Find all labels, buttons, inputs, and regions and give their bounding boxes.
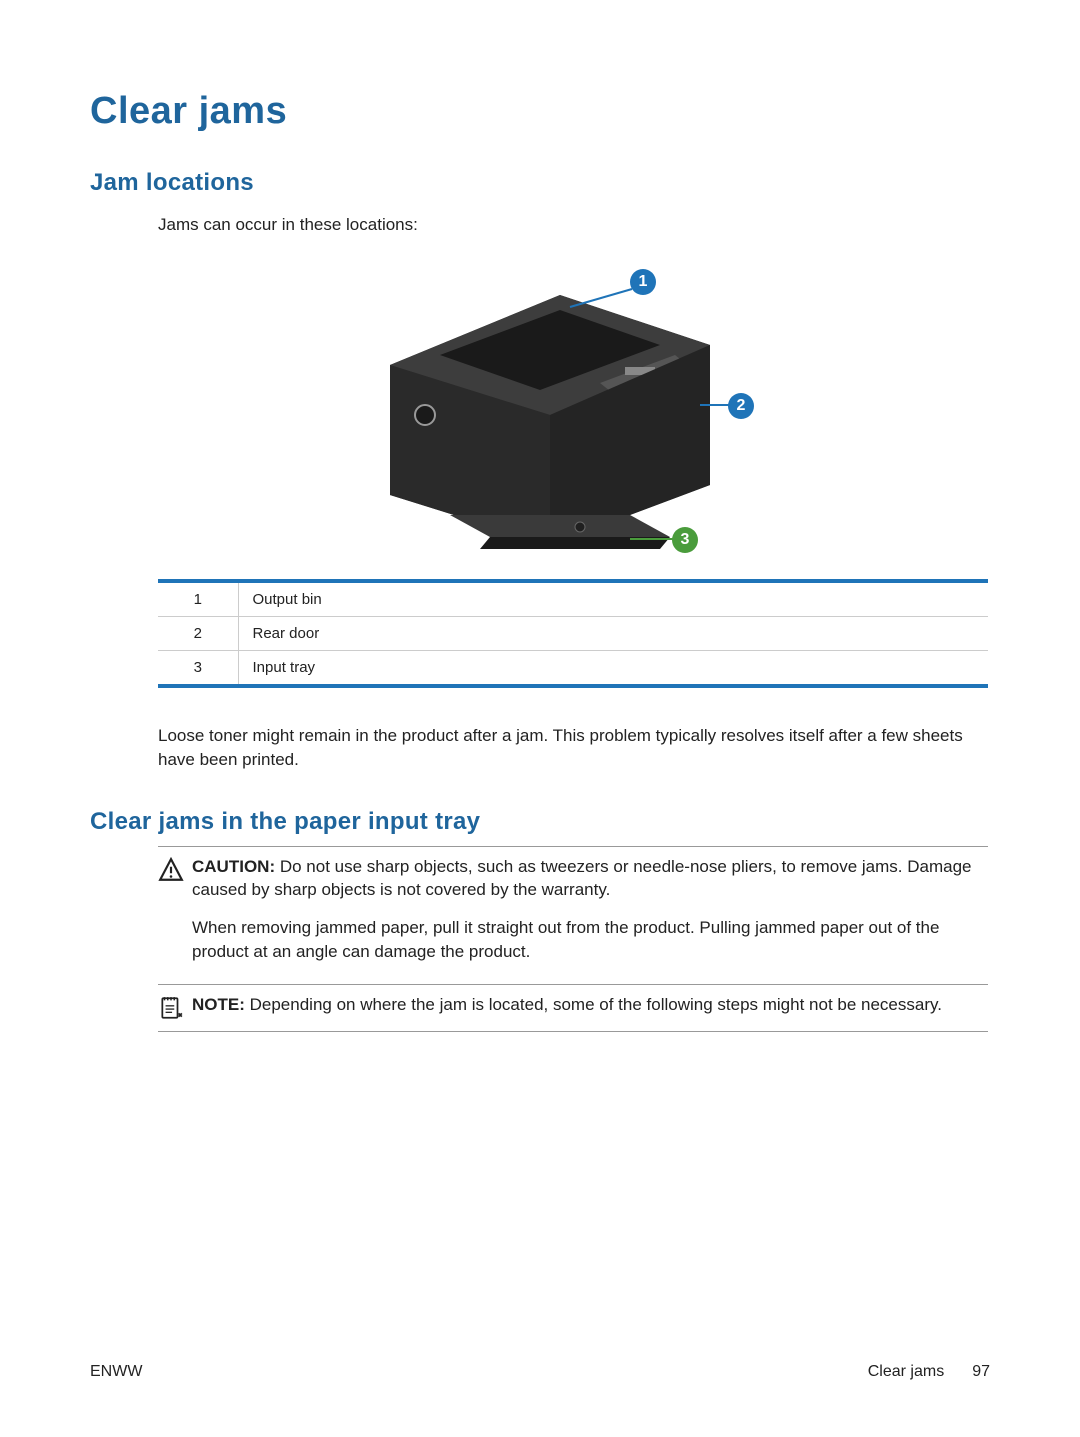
callout-3-num: 3 — [681, 531, 690, 548]
section-heading-jam-locations: Jam locations — [90, 169, 990, 197]
caution-body: Do not use sharp objects, such as tweeze… — [192, 857, 972, 900]
table-cell-label: Rear door — [238, 617, 988, 651]
section-heading-input-tray: Clear jams in the paper input tray — [90, 808, 990, 836]
document-page: Clear jams Jam locations Jams can occur … — [0, 0, 1080, 1032]
footer-page-number: 97 — [972, 1363, 990, 1381]
table-row: 2 Rear door — [158, 617, 988, 651]
callout-3: 3 — [672, 527, 698, 553]
table-row: 1 Output bin — [158, 581, 988, 617]
jam-locations-table: 1 Output bin 2 Rear door 3 Input tray — [158, 579, 988, 688]
callout-1-num: 1 — [639, 273, 648, 290]
note-block: NOTE: Depending on where the jam is loca… — [158, 984, 988, 1032]
footer-left: ENWW — [90, 1363, 142, 1381]
caution-icon — [158, 857, 184, 883]
note-icon — [158, 995, 184, 1021]
caution-block: CAUTION: Do not use sharp objects, such … — [158, 846, 988, 974]
table-cell-num: 2 — [158, 617, 238, 651]
table-cell-num: 3 — [158, 651, 238, 687]
note-label: NOTE: — [192, 995, 245, 1014]
caution-text: CAUTION: Do not use sharp objects, such … — [192, 855, 988, 964]
callout-2-num: 2 — [737, 397, 746, 414]
printer-diagram: 1 2 3 — [330, 255, 750, 555]
table-cell-label: Input tray — [238, 651, 988, 687]
after-table-text: Loose toner might remain in the product … — [158, 724, 988, 772]
page-title: Clear jams — [90, 90, 990, 133]
table-row: 3 Input tray — [158, 651, 988, 687]
note-body: Depending on where the jam is located, s… — [245, 995, 942, 1014]
note-text: NOTE: Depending on where the jam is loca… — [192, 993, 988, 1017]
caution-followup: When removing jammed paper, pull it stra… — [192, 916, 988, 964]
printer-svg — [330, 255, 750, 555]
callout-2: 2 — [728, 393, 754, 419]
intro-text: Jams can occur in these locations: — [158, 215, 990, 235]
caution-label: CAUTION: — [192, 857, 275, 876]
table-cell-label: Output bin — [238, 581, 988, 617]
page-footer: ENWW Clear jams 97 — [90, 1363, 990, 1381]
table-cell-num: 1 — [158, 581, 238, 617]
callout-1: 1 — [630, 269, 656, 295]
footer-section-label: Clear jams — [868, 1363, 944, 1381]
